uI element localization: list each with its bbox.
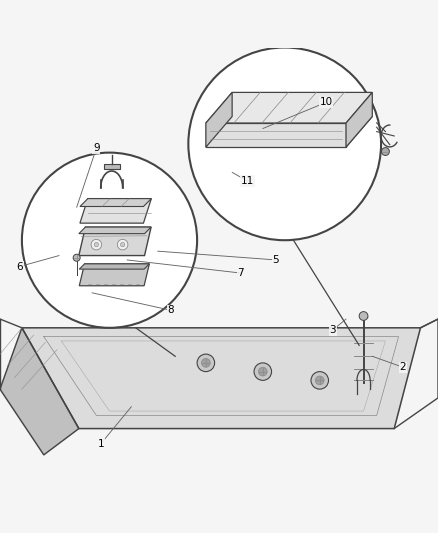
Circle shape (22, 152, 197, 328)
Circle shape (311, 372, 328, 389)
Polygon shape (80, 199, 152, 223)
Text: 1: 1 (97, 439, 104, 449)
Polygon shape (206, 92, 372, 123)
Polygon shape (79, 264, 149, 286)
Polygon shape (206, 123, 346, 147)
Text: 2: 2 (399, 362, 406, 372)
Circle shape (117, 239, 128, 250)
Polygon shape (80, 199, 152, 206)
Circle shape (359, 312, 368, 320)
Polygon shape (22, 328, 420, 429)
Circle shape (73, 254, 80, 261)
Circle shape (201, 359, 210, 367)
Text: 7: 7 (237, 268, 244, 278)
Text: 5: 5 (272, 255, 279, 265)
Text: 8: 8 (167, 305, 174, 316)
Polygon shape (79, 227, 151, 255)
Polygon shape (79, 264, 149, 269)
Circle shape (94, 243, 99, 247)
Circle shape (120, 243, 125, 247)
Polygon shape (206, 92, 232, 147)
Polygon shape (206, 117, 372, 147)
Circle shape (315, 376, 324, 385)
Text: 3: 3 (329, 325, 336, 335)
Polygon shape (0, 328, 79, 455)
Text: 10: 10 (320, 97, 333, 107)
Circle shape (91, 239, 102, 250)
Circle shape (197, 354, 215, 372)
Circle shape (188, 47, 381, 240)
Polygon shape (79, 227, 151, 233)
Circle shape (381, 148, 389, 156)
Text: 9: 9 (93, 143, 100, 154)
Polygon shape (104, 164, 120, 169)
Text: 11: 11 (241, 176, 254, 186)
Text: 6: 6 (16, 262, 23, 271)
Polygon shape (346, 92, 372, 147)
Circle shape (258, 367, 267, 376)
Circle shape (254, 363, 272, 381)
